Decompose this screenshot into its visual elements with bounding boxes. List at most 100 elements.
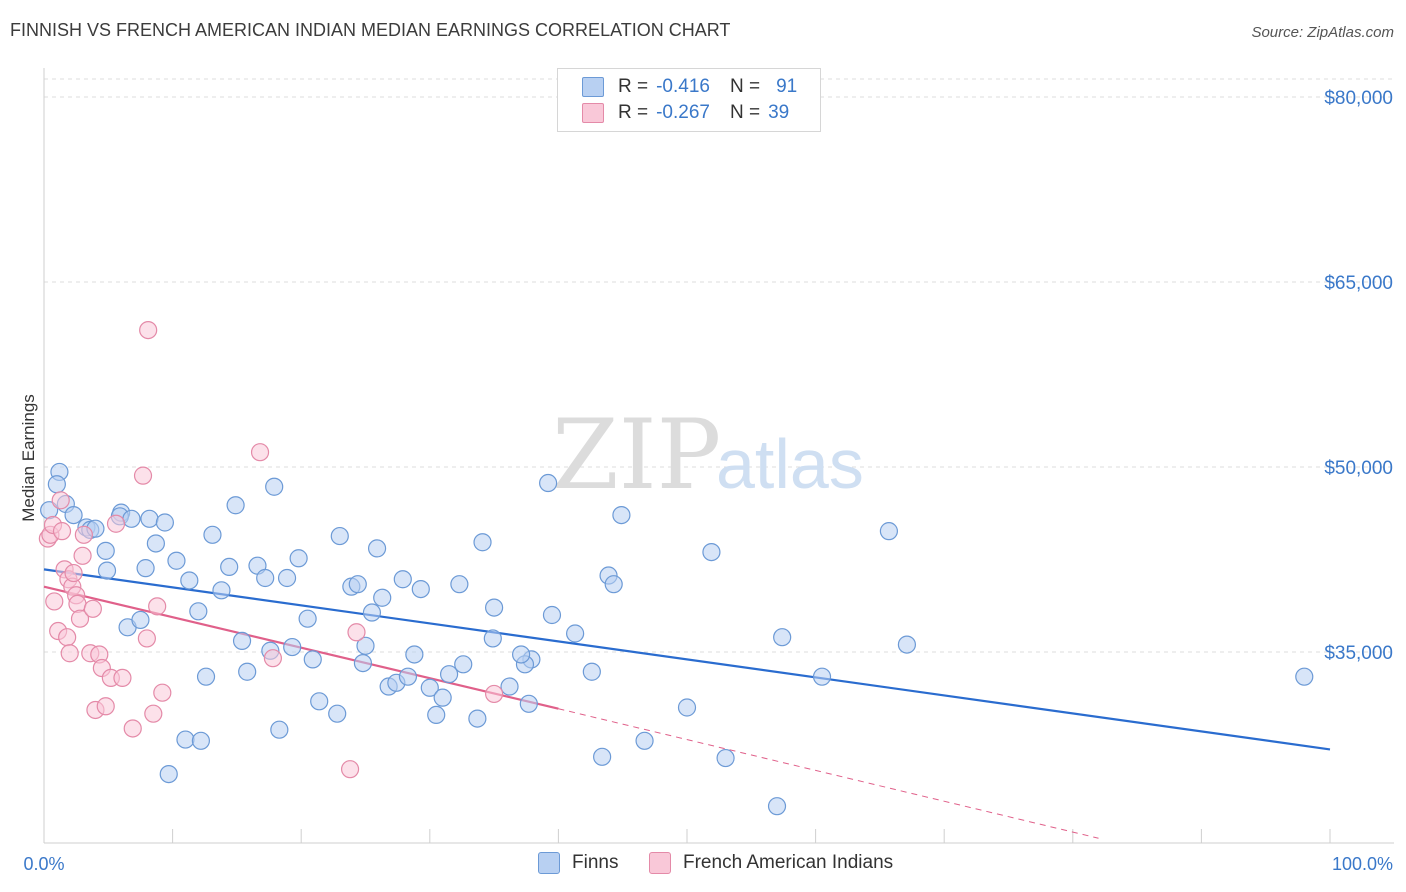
fai-point	[485, 684, 504, 704]
finns-point	[677, 698, 697, 717]
finns-point	[131, 610, 150, 630]
finns-point	[212, 581, 231, 600]
finns-point	[593, 747, 612, 766]
finns-point	[604, 575, 623, 594]
finns-point	[433, 688, 452, 707]
finns-point	[373, 588, 392, 607]
y-tick-label: $80,000	[1324, 88, 1393, 109]
x-tick-label: 100.0%	[1332, 854, 1393, 874]
fai-point	[148, 597, 167, 616]
finns-point	[303, 650, 322, 669]
finns-point	[356, 636, 375, 655]
finns-trend-line	[43, 568, 1331, 751]
fai-point	[64, 563, 83, 583]
finns-point	[405, 645, 424, 664]
fai-point	[68, 594, 87, 614]
fai-point	[153, 683, 172, 702]
finns-point	[136, 559, 155, 578]
finns-point	[176, 730, 195, 749]
y-tick-label: $35,000	[1324, 643, 1393, 664]
finns-point	[298, 609, 317, 628]
grid	[44, 78, 1394, 653]
finns-point	[189, 602, 208, 621]
finns-point	[566, 624, 585, 643]
legend-label-finns: Finns	[572, 852, 619, 873]
finns-point	[220, 557, 239, 577]
fai-point	[96, 697, 115, 716]
finns-point	[512, 645, 531, 664]
legend-item-finns[interactable]: Finns	[538, 852, 618, 874]
fai-point	[60, 644, 79, 663]
finns-point	[196, 667, 216, 686]
n-value: 91	[776, 76, 798, 97]
finns-point	[328, 704, 347, 723]
fai-point	[45, 592, 64, 611]
watermark-atlas: atlas	[716, 425, 864, 503]
finns-point	[702, 542, 721, 562]
source-label: Source: ZipAtlas.com	[1251, 24, 1394, 41]
finns-point	[232, 631, 252, 651]
finns-point	[450, 575, 469, 594]
finns-point	[146, 534, 165, 553]
finns-point	[289, 549, 308, 568]
fai-point	[106, 514, 126, 533]
finns-point	[454, 655, 473, 674]
r-label: R =	[618, 102, 649, 123]
fai-point	[70, 609, 90, 628]
fai-point	[133, 466, 153, 485]
finns-point	[812, 667, 832, 686]
fai-point	[123, 719, 142, 738]
x-tick-label: 0.0%	[23, 854, 64, 874]
fai-point	[73, 546, 92, 565]
fai-point	[263, 649, 283, 668]
legend-item-fai[interactable]: French American Indians	[649, 852, 893, 874]
r-label: R =	[618, 76, 649, 97]
fai-point	[51, 491, 70, 510]
finns-point	[180, 571, 199, 590]
finns-point	[256, 568, 275, 588]
stats-row-fai: R = -0.267 N = 39	[582, 100, 789, 126]
finns-point	[500, 677, 519, 696]
stats-row-finns: R = -0.416 N = 91	[582, 74, 797, 100]
finns-point	[191, 731, 210, 750]
finns-point	[64, 505, 83, 525]
finns-point	[773, 628, 792, 647]
finns-point	[539, 473, 558, 493]
y-tick-label: $50,000	[1324, 458, 1393, 479]
fai-point	[52, 522, 72, 541]
finns-point	[330, 526, 349, 546]
finns-point	[519, 694, 538, 713]
chart-title: FINNISH VS FRENCH AMERICAN INDIAN MEDIAN…	[10, 20, 731, 40]
finns-point	[897, 635, 917, 654]
finns-point	[238, 662, 257, 681]
series-legend: Finns French American Indians	[0, 852, 1406, 878]
fai-point	[58, 628, 77, 647]
finns-point	[411, 579, 430, 599]
finns-point	[612, 505, 631, 525]
finns-point	[420, 678, 439, 697]
finns-point	[348, 575, 367, 594]
tick-labels: $35,000 $50,000 $65,000 $80,000 0.0% 100.0%	[23, 88, 1393, 874]
fai-point	[144, 704, 163, 723]
fai-point	[74, 525, 93, 544]
y-tick-label: $65,000	[1324, 273, 1393, 294]
finns-point	[97, 561, 117, 580]
n-label: N =	[729, 76, 761, 97]
finns-point	[427, 705, 446, 725]
finns-point	[716, 748, 735, 768]
watermark-zip: ZIP	[552, 399, 721, 511]
fai-legend-swatch	[649, 852, 671, 874]
finns-point	[122, 509, 141, 528]
finns-point	[155, 513, 174, 532]
fai-trend-extension	[558, 708, 1099, 839]
finns-point	[439, 665, 459, 684]
finns-point	[542, 605, 562, 625]
finns-point	[473, 533, 492, 552]
finns-point	[277, 568, 297, 588]
finns-point	[270, 720, 289, 739]
finns-swatch	[582, 77, 604, 97]
finns-point	[203, 525, 222, 544]
finns-point	[393, 570, 412, 589]
finns-point	[367, 539, 387, 558]
fai-point	[83, 599, 102, 618]
